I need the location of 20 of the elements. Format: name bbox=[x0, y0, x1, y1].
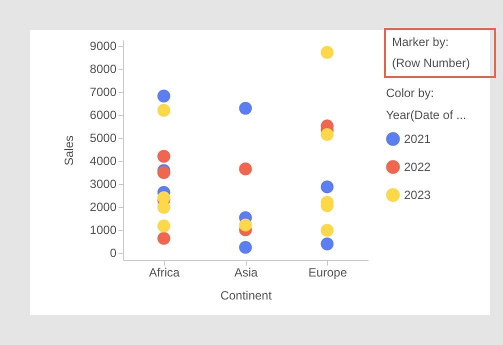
x-tick-label: Africa bbox=[148, 266, 180, 280]
y-tick-label: 9000 bbox=[90, 39, 117, 54]
x-axis-title: Continent bbox=[220, 288, 272, 302]
highlight-box: Marker by: (Row Number) bbox=[384, 28, 496, 78]
y-axis-title: Sales bbox=[62, 135, 76, 166]
legend-label: 2022 bbox=[404, 160, 432, 174]
y-tick-label: 1000 bbox=[90, 223, 117, 238]
y-tick-label: 7000 bbox=[90, 85, 117, 100]
y-tick-label: 4000 bbox=[90, 154, 117, 168]
y-tick-label: 0 bbox=[110, 246, 117, 260]
legend-label: 2023 bbox=[404, 188, 432, 202]
x-tick-label: Asia bbox=[234, 266, 258, 280]
y-tick-label: 5000 bbox=[90, 131, 117, 146]
x-tick-label: Europe bbox=[308, 266, 348, 280]
legend-title: Color by: Year(Date of ... bbox=[386, 86, 466, 122]
y-tick-label: 8000 bbox=[90, 62, 117, 76]
y-tick-label: 2000 bbox=[90, 200, 117, 214]
y-tick-label: 3000 bbox=[90, 177, 117, 192]
legend-label: 2021 bbox=[404, 132, 432, 146]
y-tick-label: 6000 bbox=[90, 108, 117, 122]
